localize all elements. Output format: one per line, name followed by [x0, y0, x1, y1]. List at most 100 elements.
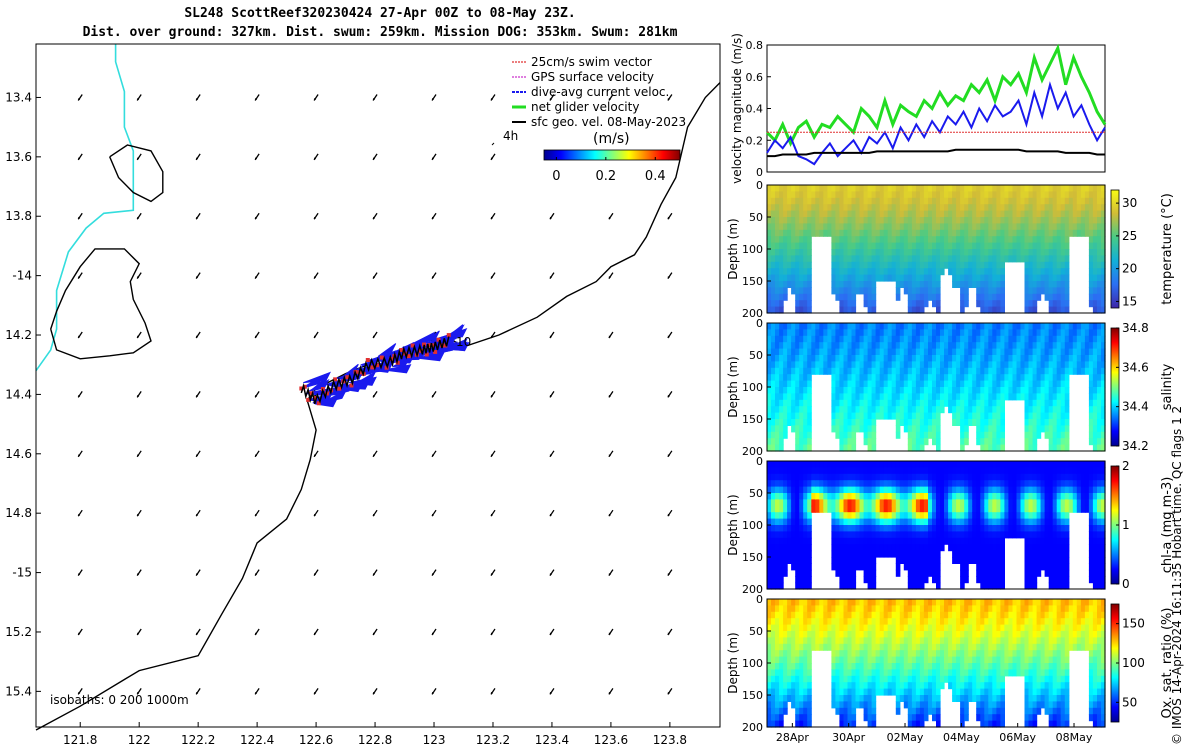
heatmap-cell — [831, 236, 836, 244]
heatmap-cell — [1024, 367, 1030, 375]
heatmap-cell — [984, 569, 989, 577]
heatmap-cell — [911, 493, 917, 500]
heatmap-cell — [919, 461, 925, 468]
heatmap-cell — [968, 361, 973, 369]
heatmap-cell — [795, 701, 800, 709]
heatmap-cell — [1048, 323, 1054, 330]
heatmap-cell — [771, 695, 776, 702]
heatmap-cell — [956, 406, 961, 414]
heatmap-cell — [891, 191, 897, 199]
heatmap-cell — [847, 525, 853, 532]
heatmap-cell — [903, 493, 909, 500]
swim-vector-mark — [399, 348, 404, 353]
heatmap-cell — [1016, 518, 1022, 526]
heatmap-cell — [835, 355, 840, 362]
heatmap-cell — [996, 537, 1001, 545]
heatmap-cell — [940, 329, 945, 337]
heatmap-cell — [835, 204, 840, 212]
heatmap-cell — [919, 380, 925, 388]
heatmap-cell — [807, 663, 812, 670]
heatmap-cell — [988, 444, 993, 452]
heatmap-cell — [831, 480, 836, 488]
heatmap-cell — [823, 599, 828, 606]
heatmap-cell — [807, 480, 812, 488]
heatmap-cell — [1036, 361, 1042, 369]
heatmap-cell — [915, 419, 921, 426]
heatmap-cell — [972, 518, 977, 526]
heatmap-cell — [771, 355, 776, 362]
sfc-geo-arrow — [549, 391, 555, 398]
heatmap-cell — [1028, 431, 1034, 439]
heatmap-cell — [1064, 329, 1070, 337]
heatmap-cell — [1020, 204, 1026, 212]
heatmap-cell — [923, 399, 929, 407]
heatmap-cell — [787, 204, 792, 212]
heatmap-cell — [1097, 342, 1102, 350]
heatmap-cell — [1101, 563, 1106, 571]
heatmap-cell — [847, 293, 853, 301]
heatmap-cell — [1016, 512, 1022, 520]
heatmap-cell — [1016, 210, 1022, 218]
heatmap-cell — [807, 505, 812, 513]
heatmap-cell — [803, 210, 808, 218]
heatmap-cell — [839, 605, 844, 613]
heatmap-cell — [803, 255, 808, 263]
heatmap-cell — [1008, 493, 1013, 500]
heatmap-cell — [1000, 461, 1005, 468]
heatmap-cell — [823, 223, 828, 231]
heatmap-cell — [1088, 399, 1094, 407]
heatmap-cell — [1016, 361, 1022, 369]
heatmap-cell — [976, 544, 981, 552]
heatmap-cell — [907, 355, 913, 362]
heatmap-cell — [964, 300, 969, 308]
heatmap-cell — [1064, 223, 1070, 231]
heatmap-cell — [1060, 306, 1066, 314]
heatmap-cell — [847, 720, 853, 728]
heatmap-cell — [1004, 480, 1009, 488]
heatmap-cell — [1072, 217, 1078, 224]
heatmap-cell — [803, 656, 808, 664]
heatmap-cell — [779, 493, 784, 500]
heatmap-cell — [911, 255, 917, 263]
heatmap-cell — [1052, 300, 1058, 308]
heatmap-cell — [823, 361, 828, 369]
heatmap-cell — [1052, 355, 1058, 362]
heatmap-cell — [952, 537, 957, 545]
heatmap-cell — [972, 486, 977, 494]
heatmap-cell — [831, 688, 836, 696]
heatmap-cell — [976, 531, 981, 539]
heatmap-cell — [1056, 355, 1062, 362]
heatmap-cell — [1060, 419, 1066, 426]
heatmap-cell — [952, 393, 957, 401]
heatmap-cell — [899, 374, 905, 382]
heatmap-cell — [911, 242, 917, 250]
heatmap-cell — [1052, 387, 1058, 394]
heatmap-cell — [915, 236, 921, 244]
heatmap-cell — [827, 361, 832, 369]
heatmap-cell — [948, 355, 953, 362]
map-axes-frame — [35, 43, 721, 728]
heatmap-cell — [1016, 249, 1022, 256]
heatmap-cell — [891, 249, 897, 256]
heatmap-cell — [1101, 342, 1106, 350]
heatmap-cell — [875, 480, 881, 488]
heatmap-cell — [775, 300, 780, 308]
heatmap-cell — [948, 380, 953, 388]
heatmap-cell — [1012, 217, 1018, 224]
heatmap-cell — [1032, 185, 1038, 192]
heatmap-cell — [976, 300, 981, 308]
heatmap-cell — [911, 444, 917, 452]
heatmap-cell — [960, 204, 965, 212]
heatmap-cell — [787, 242, 792, 250]
heatmap-cell — [1101, 300, 1106, 308]
heatmap-cell — [799, 281, 804, 288]
heatmap-cell — [819, 624, 824, 632]
heatmap-cell — [992, 505, 997, 513]
heatmap-cell — [1048, 582, 1054, 590]
heatmap-cell — [775, 255, 780, 263]
heatmap-cell — [855, 255, 861, 263]
heatmap-cell — [1101, 261, 1106, 269]
heatmap-cell — [1028, 191, 1034, 199]
heatmap-cell — [1064, 563, 1070, 571]
heatmap-cell — [779, 624, 784, 632]
